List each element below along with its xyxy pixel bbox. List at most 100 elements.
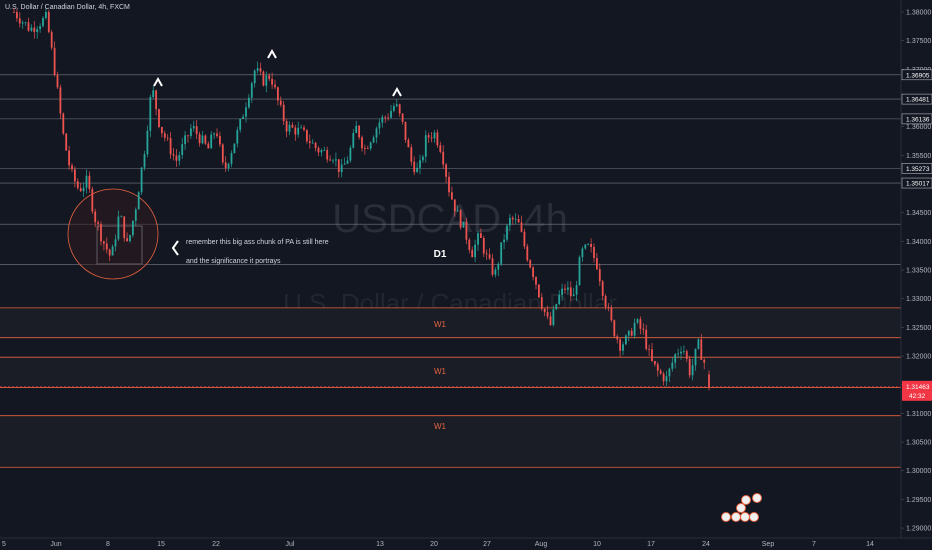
time-label: Sep (762, 541, 775, 548)
highlight-circle (67, 188, 159, 280)
candle-body (82, 187, 85, 192)
candle-body (132, 220, 134, 236)
time-axis[interactable]: 5 Jun 8 15 22 Jul 13 20 27 Aug 10 17 24 Sep 7 14 (2, 541, 874, 548)
candle-body (506, 225, 508, 240)
candle-body (642, 328, 645, 330)
candle-body (453, 199, 456, 212)
candle-body (65, 133, 68, 151)
candle-body (303, 127, 305, 130)
candle-body (349, 147, 352, 161)
candle-body (230, 153, 233, 164)
candle-body (250, 83, 253, 98)
candle-body (24, 22, 27, 24)
candle-body (688, 358, 691, 376)
time-label: 5 (2, 541, 6, 548)
candle-body (352, 133, 355, 148)
zone-w1-2 (0, 357, 901, 388)
candle-body (224, 162, 227, 169)
candle-body (300, 127, 302, 129)
candle-body (155, 90, 157, 110)
candle-body (343, 163, 346, 165)
candle-body (79, 188, 82, 192)
candle-body (50, 32, 53, 48)
candle-body (668, 368, 671, 377)
candle-body (514, 219, 517, 220)
candle-body (152, 90, 155, 98)
candle-body (604, 295, 607, 307)
candle-body (117, 216, 120, 240)
candle-body (633, 322, 636, 336)
candle-body (593, 247, 595, 259)
candle-body (543, 308, 546, 313)
candle-body (598, 269, 601, 282)
candle-body (291, 124, 294, 128)
price-tick-label: 1.32000 (906, 354, 931, 361)
candle-body (390, 110, 392, 118)
candle-body (282, 104, 285, 122)
w1-label-3: W1 (434, 422, 447, 431)
level-tag-box (901, 93, 932, 105)
candle-body (239, 118, 242, 130)
candle-body (204, 135, 207, 144)
price-tick-label: 1.37500 (906, 38, 931, 45)
price-axis[interactable]: 1.380001.375001.370001.365001.360001.355… (901, 10, 931, 533)
price-tick-label: 1.38000 (906, 10, 931, 17)
candle-body (332, 160, 334, 162)
candle-body (21, 22, 24, 24)
candle-body (213, 133, 215, 135)
candle-body (477, 233, 479, 245)
candle-body (416, 167, 418, 173)
candle-body (97, 222, 99, 224)
candle-body (105, 243, 108, 250)
candle-body (601, 281, 604, 296)
candle-body (253, 70, 256, 84)
level-tag-box (901, 163, 932, 174)
candle-body (645, 329, 648, 350)
candle-body (100, 223, 102, 242)
candle-body (146, 130, 149, 155)
candle-body (314, 142, 317, 148)
candle-body (500, 242, 503, 264)
candle-body (549, 316, 552, 326)
candle-body (596, 258, 598, 270)
candle-body (259, 68, 262, 72)
note-arrow (171, 240, 179, 256)
price-tick-label: 1.36000 (906, 124, 931, 131)
candle-body (509, 217, 511, 226)
candle-body (532, 267, 534, 277)
candle-body (88, 175, 91, 190)
candle-body (143, 154, 146, 168)
candle-body (308, 141, 311, 144)
time-label: 13 (376, 541, 384, 548)
candle-body (535, 276, 537, 285)
price-tick-label: 1.35500 (906, 153, 931, 160)
candle-body (62, 113, 65, 134)
candle-body (485, 253, 488, 255)
candle-body (256, 68, 259, 71)
candle-body (619, 339, 621, 351)
candle-body (569, 287, 572, 297)
level-tag-label: 1.36481 (906, 97, 930, 104)
candle-body (648, 349, 650, 350)
candle-body (42, 18, 44, 27)
candle-body (326, 150, 329, 160)
time-label: 22 (212, 541, 220, 548)
events-icons[interactable] (721, 493, 762, 522)
candle-body (410, 147, 413, 162)
price-tick-label: 1.30000 (906, 468, 931, 475)
candle-body (242, 116, 244, 119)
candle-body (546, 312, 549, 317)
time-label: Jul (286, 541, 295, 548)
candle-body (581, 248, 584, 258)
candle-body (366, 148, 369, 150)
candle-body (210, 134, 213, 149)
candle-body (445, 164, 447, 177)
price-tick-label: 1.31000 (906, 411, 931, 418)
candle-body (555, 304, 558, 310)
candle-body (564, 288, 566, 290)
candle-body (175, 155, 178, 161)
candle-body (36, 29, 39, 32)
price-tick-label: 1.34000 (906, 239, 931, 246)
time-label: 27 (483, 541, 491, 548)
